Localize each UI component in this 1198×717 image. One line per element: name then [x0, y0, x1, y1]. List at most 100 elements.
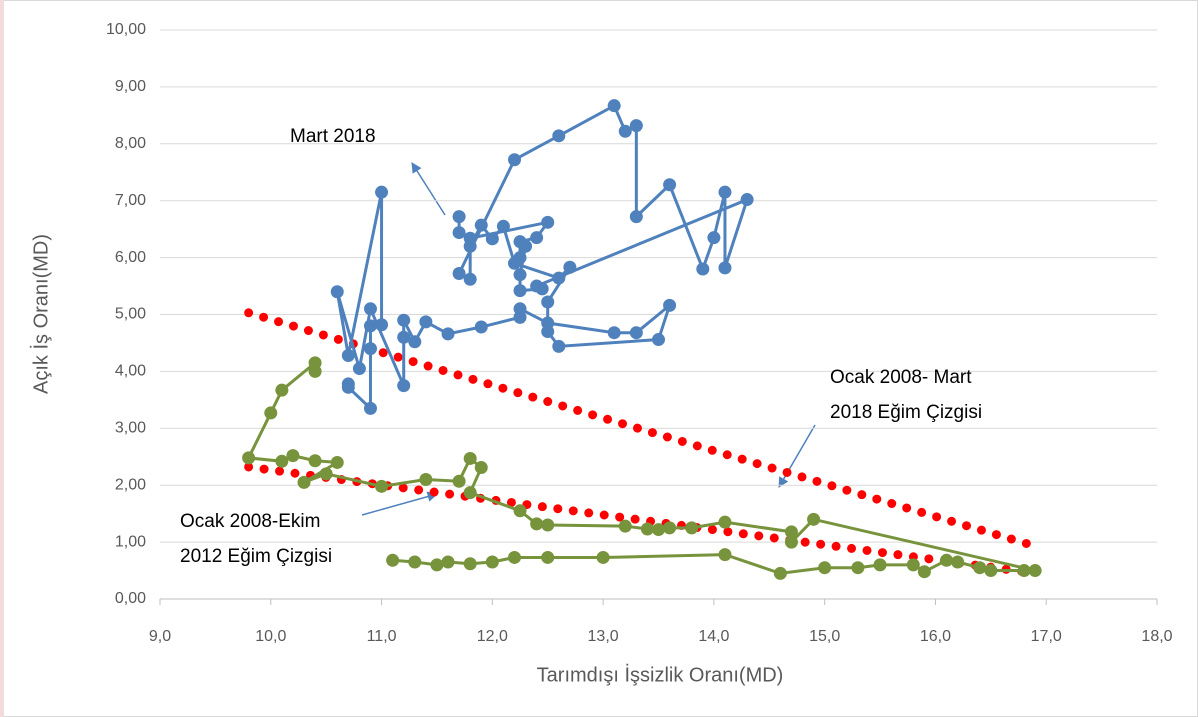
point [696, 262, 710, 276]
point [973, 561, 987, 575]
point [618, 124, 632, 138]
point [541, 550, 555, 564]
point [419, 315, 433, 329]
point [552, 339, 566, 353]
point [707, 231, 721, 245]
point [375, 185, 389, 199]
point [452, 226, 466, 240]
point [474, 218, 488, 232]
point [474, 461, 488, 475]
point [408, 335, 422, 349]
point [419, 473, 433, 487]
point [951, 555, 965, 569]
point [718, 548, 732, 562]
left-strip [0, 0, 4, 717]
point [463, 272, 477, 286]
point [352, 362, 366, 376]
point [463, 451, 477, 465]
point [718, 261, 732, 275]
x-tick-label: 15,0 [809, 628, 840, 645]
point [452, 474, 466, 488]
point [1028, 564, 1042, 578]
point [718, 515, 732, 529]
point [629, 326, 643, 340]
arrow [778, 424, 816, 488]
point [629, 119, 643, 133]
y-tick-label: 1,00 [115, 533, 146, 550]
y-tick-label: 6,00 [115, 249, 146, 266]
x-tick-label: 14,0 [698, 628, 729, 645]
point [773, 566, 787, 580]
point [784, 525, 798, 539]
point [319, 467, 333, 481]
point [513, 284, 527, 298]
x-tick-label: 16,0 [920, 628, 951, 645]
point [685, 521, 699, 535]
trend-line [244, 308, 1040, 551]
point [663, 298, 677, 312]
point [485, 555, 499, 569]
trend-line [244, 462, 1029, 577]
y-tick-label: 7,00 [115, 192, 146, 209]
x-tick-label: 12,0 [477, 628, 508, 645]
y-tick-label: 2,00 [115, 476, 146, 493]
point [618, 519, 632, 533]
point [513, 268, 527, 282]
point [485, 232, 499, 246]
x-tick-label: 11,0 [367, 628, 397, 645]
y-tick-label: 3,00 [115, 420, 146, 437]
point [1017, 564, 1031, 578]
point [541, 518, 555, 532]
point [940, 553, 954, 567]
point [530, 231, 544, 245]
point [629, 210, 643, 224]
point [906, 558, 920, 572]
point [474, 320, 488, 334]
point [552, 129, 566, 143]
point [463, 231, 477, 245]
point [363, 302, 377, 316]
point [275, 454, 289, 468]
point [513, 302, 527, 316]
x-axis-title: Tarımdışı İşsizlik Oranı(MD) [537, 663, 784, 686]
point [513, 504, 527, 518]
point [607, 326, 621, 340]
point [652, 523, 665, 537]
annotation: Mart 2018 [290, 126, 376, 147]
point [264, 406, 278, 420]
point [718, 185, 732, 199]
point [408, 555, 422, 569]
point [535, 282, 549, 296]
point [663, 178, 677, 192]
point [452, 267, 466, 281]
point [363, 319, 377, 333]
point [441, 555, 455, 569]
arrow [361, 491, 439, 516]
point [530, 517, 544, 531]
y-tick-label: 0,00 [115, 590, 146, 607]
point [363, 342, 377, 356]
point [663, 521, 677, 535]
y-axis-title: Açık İş Oranı(MD) [29, 234, 52, 394]
point [513, 235, 527, 249]
point [397, 330, 411, 344]
point [784, 535, 798, 549]
point [873, 558, 887, 572]
arrow [411, 162, 446, 216]
point [463, 486, 477, 500]
point [917, 565, 931, 579]
point [607, 99, 621, 113]
y-tick-label: 10,00 [106, 21, 146, 38]
point [308, 454, 322, 468]
point [640, 522, 654, 536]
point [507, 153, 521, 167]
point [363, 401, 377, 415]
point [297, 475, 311, 489]
point [563, 260, 577, 274]
annotation: Ocak 2008- Mart [830, 367, 972, 388]
point [397, 379, 411, 393]
x-tick-label: 13,0 [588, 628, 619, 645]
point [441, 327, 455, 341]
point [397, 313, 411, 327]
